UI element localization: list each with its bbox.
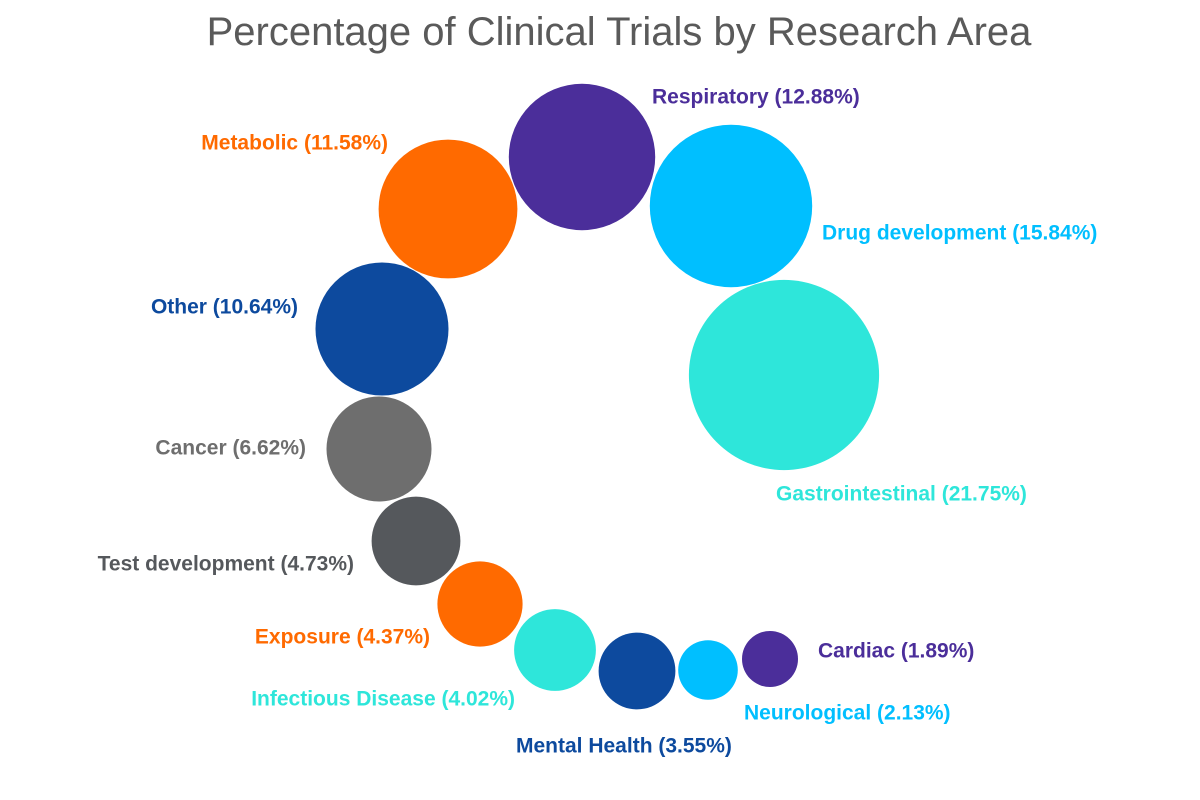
- bubble-label-metabolic: Metabolic (11.58%): [201, 132, 388, 155]
- bubble-label-other: Other (10.64%): [151, 296, 298, 319]
- bubble-label-exposure: Exposure (4.37%): [255, 626, 430, 649]
- bubble-label-neurological: Neurological (2.13%): [744, 702, 951, 725]
- bubble-test-development: [371, 496, 461, 586]
- bubble-cardiac: [742, 631, 798, 687]
- bubble-label-cancer: Cancer (6.62%): [155, 437, 306, 460]
- bubble-label-drug-development: Drug development (15.84%): [822, 222, 1097, 245]
- bubble-respiratory: [508, 83, 656, 231]
- bubble-label-gastrointestinal: Gastrointestinal (21.75%): [776, 483, 1027, 506]
- bubble-label-respiratory: Respiratory (12.88%): [652, 86, 860, 109]
- bubble-neurological: [678, 640, 738, 700]
- bubble-label-test-development: Test development (4.73%): [98, 553, 354, 576]
- bubble-cancer: [326, 396, 432, 502]
- chart-title: Percentage of Clinical Trials by Researc…: [206, 10, 1032, 54]
- bubble-other: [315, 262, 449, 396]
- bubble-label-infectious-disease: Infectious Disease (4.02%): [251, 688, 515, 711]
- bubble-mental-health: [598, 632, 676, 710]
- bubble-label-mental-health: Mental Health (3.55%): [516, 735, 732, 758]
- bubble-exposure: [437, 561, 523, 647]
- bubble-metabolic: [378, 139, 518, 279]
- bubble-label-cardiac: Cardiac (1.89%): [818, 640, 974, 663]
- bubble-drug-development: [649, 124, 813, 288]
- bubble-gastrointestinal: [688, 279, 880, 471]
- bubble-infectious-disease: [514, 609, 596, 691]
